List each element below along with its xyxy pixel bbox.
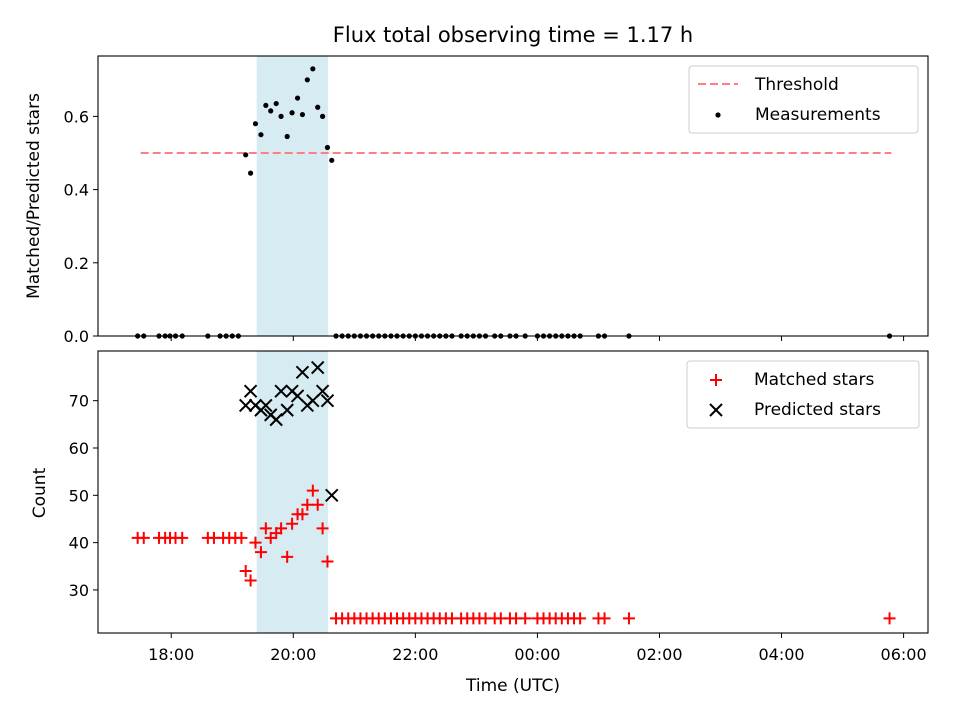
matched-star-point bbox=[574, 612, 587, 625]
predicted-star-point bbox=[269, 412, 283, 427]
count-x-tick-label: 20:00 bbox=[270, 645, 316, 664]
predicted-star-point bbox=[243, 384, 258, 398]
measurement-point bbox=[243, 152, 249, 158]
matched-star-point bbox=[239, 565, 252, 578]
predicted-star-point bbox=[295, 365, 310, 379]
matched-star-point bbox=[176, 531, 189, 544]
matched-star-point bbox=[281, 550, 294, 563]
predicted-star-point bbox=[238, 398, 253, 413]
matched-star-point bbox=[235, 531, 248, 544]
flux-y-tick-label: 0.0 bbox=[64, 327, 89, 346]
measurement-point bbox=[304, 77, 310, 83]
flux-plot-frame bbox=[97, 55, 929, 337]
measurement-point bbox=[258, 132, 264, 138]
predicted-star-point bbox=[315, 384, 330, 398]
measurement-point bbox=[247, 170, 254, 176]
count-x-tick-label: 00:00 bbox=[514, 645, 560, 664]
count-y-axis-label: Count bbox=[30, 467, 50, 518]
legend-measurements-swatch bbox=[715, 112, 721, 118]
count-x-ticks: 18:00 20:00 22:00 00:00 02:00 04:00 06:00 bbox=[148, 633, 927, 664]
observing-window-shade bbox=[256, 56, 329, 336]
measurement-point bbox=[319, 113, 326, 119]
predicted-star-points bbox=[238, 360, 339, 503]
matched-star-point bbox=[306, 484, 319, 497]
count-x-tick-label: 06:00 bbox=[881, 645, 927, 664]
matched-star-point bbox=[254, 546, 267, 559]
measurement-point bbox=[310, 66, 316, 72]
count-x-tick-label: 02:00 bbox=[636, 645, 682, 664]
flux-y-tick-label: 0.4 bbox=[64, 181, 89, 200]
measurement-point bbox=[263, 102, 269, 109]
matched-star-point bbox=[296, 508, 309, 521]
predicted-star-point bbox=[280, 403, 294, 417]
count-x-tick-label: 22:00 bbox=[392, 645, 438, 664]
matched-star-point bbox=[259, 522, 272, 535]
count-y-tick-label: 30 bbox=[69, 581, 89, 600]
predicted-star-point bbox=[325, 488, 339, 503]
observing-window-shade bbox=[256, 351, 329, 633]
measurement-point bbox=[278, 113, 284, 119]
measurement-point bbox=[324, 144, 331, 151]
matched-star-point bbox=[244, 574, 257, 587]
flux-y-tick-label: 0.6 bbox=[64, 107, 89, 126]
measurement-points bbox=[135, 66, 893, 339]
matched-star-point bbox=[249, 536, 262, 549]
measurement-point bbox=[289, 110, 295, 116]
flux-y-tick-label: 0.2 bbox=[64, 254, 89, 273]
measurement-point bbox=[284, 133, 290, 140]
count-y-tick-label: 40 bbox=[69, 534, 89, 553]
legend-predicted-label: Predicted stars bbox=[754, 400, 881, 420]
matched-star-point bbox=[137, 531, 150, 544]
legend-matched-label: Matched stars bbox=[754, 370, 874, 390]
flux-legend-box bbox=[688, 65, 919, 134]
chart-title: Flux total observing time = 1.17 h bbox=[333, 23, 693, 47]
matched-star-point bbox=[598, 612, 611, 625]
count-legend: Matched stars Predicted stars bbox=[686, 360, 920, 429]
matched-star-point bbox=[316, 522, 329, 535]
matched-star-point bbox=[321, 555, 334, 568]
count-y-tick-label: 60 bbox=[69, 439, 89, 458]
measurement-point bbox=[294, 95, 301, 101]
count-x-tick-label: 04:00 bbox=[758, 645, 804, 664]
matched-star-point bbox=[519, 612, 532, 625]
predicted-star-point bbox=[259, 398, 273, 413]
flux-y-ticks: 0.0 0.2 0.4 0.6 bbox=[64, 107, 98, 346]
predicted-star-point bbox=[320, 393, 335, 408]
matched-star-point bbox=[622, 612, 635, 625]
legend-threshold-label: Threshold bbox=[754, 75, 839, 95]
matched-star-point bbox=[275, 522, 288, 535]
count-panel: 30 40 50 60 70 18:00 20:00 22:00 00:00 02:00 04:0… bbox=[30, 350, 929, 696]
matched-star-point bbox=[301, 498, 314, 511]
measurement-point bbox=[315, 104, 321, 110]
count-x-axis-label: Time (UTC) bbox=[465, 676, 560, 696]
measurement-point bbox=[268, 108, 274, 114]
count-x-tick-label: 18:00 bbox=[148, 645, 194, 664]
count-legend-box bbox=[686, 360, 920, 429]
flux-legend: Threshold Measurements bbox=[688, 65, 919, 134]
count-plot-frame bbox=[97, 350, 929, 634]
legend-predicted-swatch bbox=[709, 403, 723, 417]
count-y-tick-label: 50 bbox=[69, 486, 89, 505]
flux-panel: 0.0 0.2 0.4 0.6 Matched/Predicted stars Thr… bbox=[24, 55, 929, 346]
measurement-point bbox=[252, 121, 259, 127]
measurement-point bbox=[299, 111, 306, 118]
flux-y-axis-label: Matched/Predicted stars bbox=[24, 93, 44, 299]
flux-x-ticks bbox=[170, 336, 905, 341]
matched-star-point bbox=[883, 612, 896, 625]
measurement-point bbox=[273, 100, 279, 107]
matched-star-points bbox=[131, 484, 896, 625]
predicted-star-point bbox=[310, 360, 325, 375]
predicted-star-point bbox=[274, 384, 288, 398]
count-y-ticks: 30 40 50 60 70 bbox=[69, 392, 98, 600]
legend-matched-swatch bbox=[710, 374, 722, 386]
legend-measurements-label: Measurements bbox=[755, 105, 881, 125]
matched-star-point bbox=[311, 498, 324, 511]
count-y-tick-label: 70 bbox=[69, 392, 89, 411]
measurement-point bbox=[329, 157, 335, 163]
matched-star-point bbox=[286, 517, 299, 530]
